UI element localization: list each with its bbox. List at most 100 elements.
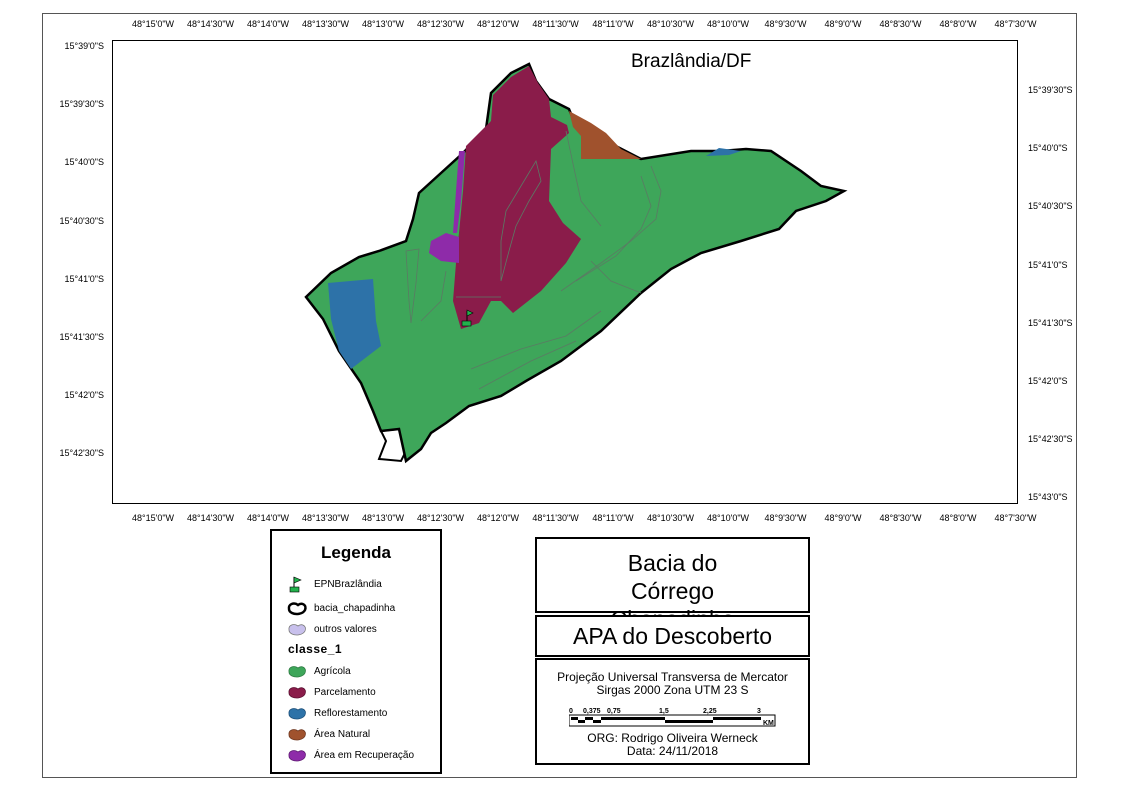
date-line: Data: 24/11/2018 xyxy=(626,744,719,758)
legend-item-bacia-chapadinha: bacia_chapadinha xyxy=(286,598,395,618)
bottom-tick-label: 48°14'0"W xyxy=(246,513,290,523)
projection-box: Projeção Universal Transversa de Mercato… xyxy=(535,658,810,765)
area-natural-polygon-icon xyxy=(288,729,306,741)
projection-line-2: Sirgas 2000 Zona UTM 23 S xyxy=(596,683,749,697)
top-tick-label: 48°15'0"W xyxy=(131,19,175,29)
legend-item-agricola: Agrícola xyxy=(286,661,351,681)
left-tick-label: 15°39'0"S xyxy=(64,41,104,51)
left-tick-label: 15°42'30"S xyxy=(59,448,104,459)
page-frame xyxy=(42,13,1077,778)
scale-label-1: 0,375 xyxy=(583,708,601,715)
scale-unit: KM xyxy=(763,720,774,727)
top-tick-label: 48°11'30"W xyxy=(532,19,579,29)
scale-label-0: 0 xyxy=(569,708,573,715)
legend-item-reflorestamento: Reflorestamento xyxy=(286,703,387,723)
scale-label-4: 2,25 xyxy=(703,708,717,715)
legend-item-outros-valores: outros valores xyxy=(286,619,377,639)
area-recuperacao-polygon-icon xyxy=(288,750,306,762)
bottom-tick-label: 48°11'30"W xyxy=(532,513,579,523)
bottom-tick-label: 48°8'0"W xyxy=(939,513,977,523)
legend-item-label: Área Natural xyxy=(314,728,371,740)
right-tick-label: 15°42'0"S xyxy=(1028,376,1068,386)
scale-label-5: 3 xyxy=(757,708,761,715)
left-tick-label: 15°40'30"S xyxy=(59,215,104,226)
legend-item-parcelamento: Parcelamento xyxy=(286,682,376,702)
legend-item-label: EPNBrazlândia xyxy=(314,578,382,590)
basin-title-box: Bacia do Córrego Chapadinha xyxy=(535,537,810,632)
bottom-tick-label: 48°13'30"W xyxy=(301,513,350,523)
bottom-tick-label: 48°11'0"W xyxy=(592,513,634,523)
legend-item-label: bacia_chapadinha xyxy=(314,602,396,614)
right-tick-label: 15°41'0"S xyxy=(1028,259,1068,270)
agricola-polygon-icon xyxy=(288,666,306,678)
bottom-tick-label: 48°13'0"W xyxy=(361,513,405,523)
right-tick-label: 15°40'30"S xyxy=(1028,201,1073,212)
bottom-tick-label: 48°10'30"W xyxy=(646,513,695,523)
right-tick-label: 15°39'30"S xyxy=(1028,85,1073,95)
apa-title-box: APA do Descoberto xyxy=(535,615,810,657)
top-tick-label: 48°13'0"W xyxy=(361,19,405,29)
projection-line-1: Projeção Universal Transversa de Mercato… xyxy=(557,670,788,684)
legend-item-label: Reflorestamento xyxy=(314,707,388,719)
map-title: Brazlândia/DF xyxy=(631,51,752,72)
bottom-tick-label: 48°9'30"W xyxy=(764,513,807,523)
scale-bar: 0 0,375 0,75 1,5 2,25 3 KM xyxy=(569,708,776,727)
parcelamento-polygon-icon xyxy=(288,687,306,699)
land-class-area-natural xyxy=(569,111,641,159)
land-class-reflorestamento-ne xyxy=(706,148,741,156)
bottom-tick-label: 48°9'0"W xyxy=(824,513,862,523)
bottom-tick-label: 48°10'0"W xyxy=(706,513,750,523)
left-tick-label: 15°39'30"S xyxy=(59,99,104,110)
top-tick-label: 48°12'0"W xyxy=(476,19,520,29)
bottom-tick-label: 48°14'30"W xyxy=(186,513,235,523)
legend-item-epn-brazlandia: EPNBrazlândia xyxy=(286,574,382,594)
land-class-area-recuperacao xyxy=(429,151,465,263)
bottom-tick-label: 48°7'30"W xyxy=(994,513,1037,523)
legend-item-area-natural: Área Natural xyxy=(286,724,370,744)
top-tick-label: 48°12'30"W xyxy=(416,19,465,29)
top-tick-label: 48°13'30"W xyxy=(301,19,350,29)
lavender-polygon-icon xyxy=(288,624,306,636)
top-tick-label: 48°8'0"W xyxy=(939,19,977,29)
legend-class-title: classe_1 xyxy=(288,642,343,656)
top-tick-label: 48°14'0"W xyxy=(246,19,290,29)
right-tick-label: 15°43'0"S xyxy=(1028,492,1068,503)
top-tick-label: 48°11'0"W xyxy=(592,19,634,29)
top-tick-label: 48°9'0"W xyxy=(824,19,862,29)
internal-boundaries xyxy=(405,130,662,390)
scale-label-2: 0,75 xyxy=(607,708,621,715)
legend-item-label: Área em Recuperação xyxy=(314,749,415,761)
bottom-tick-label: 48°12'30"W xyxy=(416,513,465,523)
top-tick-label: 48°10'0"W xyxy=(706,19,750,29)
top-tick-label: 48°8'30"W xyxy=(879,19,922,29)
basin-outline-icon xyxy=(287,602,307,616)
left-tick-label: 15°41'30"S xyxy=(59,332,104,342)
epn-brazlandia-marker[interactable] xyxy=(461,309,474,327)
bottom-tick-label: 48°12'0"W xyxy=(476,513,520,523)
map-frame[interactable]: Brazlândia/DF xyxy=(112,40,1018,504)
left-tick-label: 15°41'0"S xyxy=(64,273,104,284)
top-tick-label: 48°9'30"W xyxy=(764,19,807,29)
apa-title: APA do Descoberto xyxy=(572,623,773,649)
left-tick-label: 15°40'0"S xyxy=(64,157,104,168)
legend-item-label: Parcelamento xyxy=(314,686,376,698)
right-tick-label: 15°41'30"S xyxy=(1028,317,1073,328)
land-class-reflorestamento-west xyxy=(328,279,381,369)
author-line: ORG: Rodrigo Oliveira Werneck xyxy=(587,731,758,745)
legend-item-label: Agrícola xyxy=(314,665,351,677)
legend-title: Legenda xyxy=(321,543,391,562)
reflorestamento-polygon-icon xyxy=(288,708,306,720)
legend-item-area-recuperacao: Área em Recuperação xyxy=(286,745,414,765)
green-flag-icon xyxy=(289,576,302,593)
top-tick-label: 48°7'30"W xyxy=(994,19,1037,29)
bottom-tick-label: 48°8'30"W xyxy=(879,513,922,523)
right-tick-label: 15°42'30"S xyxy=(1028,434,1073,445)
top-tick-label: 48°10'30"W xyxy=(646,19,695,29)
legend-box: Legenda EPNBrazlândia bacia_chapadinha o… xyxy=(270,529,442,774)
legend-item-label: outros valores xyxy=(314,623,377,635)
right-tick-label: 15°40'0"S xyxy=(1028,143,1068,154)
left-tick-label: 15°42'0"S xyxy=(64,390,104,401)
land-class-parcelamento xyxy=(453,66,581,329)
top-tick-label: 48°14'30"W xyxy=(186,19,235,29)
scale-label-3: 1,5 xyxy=(659,708,669,715)
